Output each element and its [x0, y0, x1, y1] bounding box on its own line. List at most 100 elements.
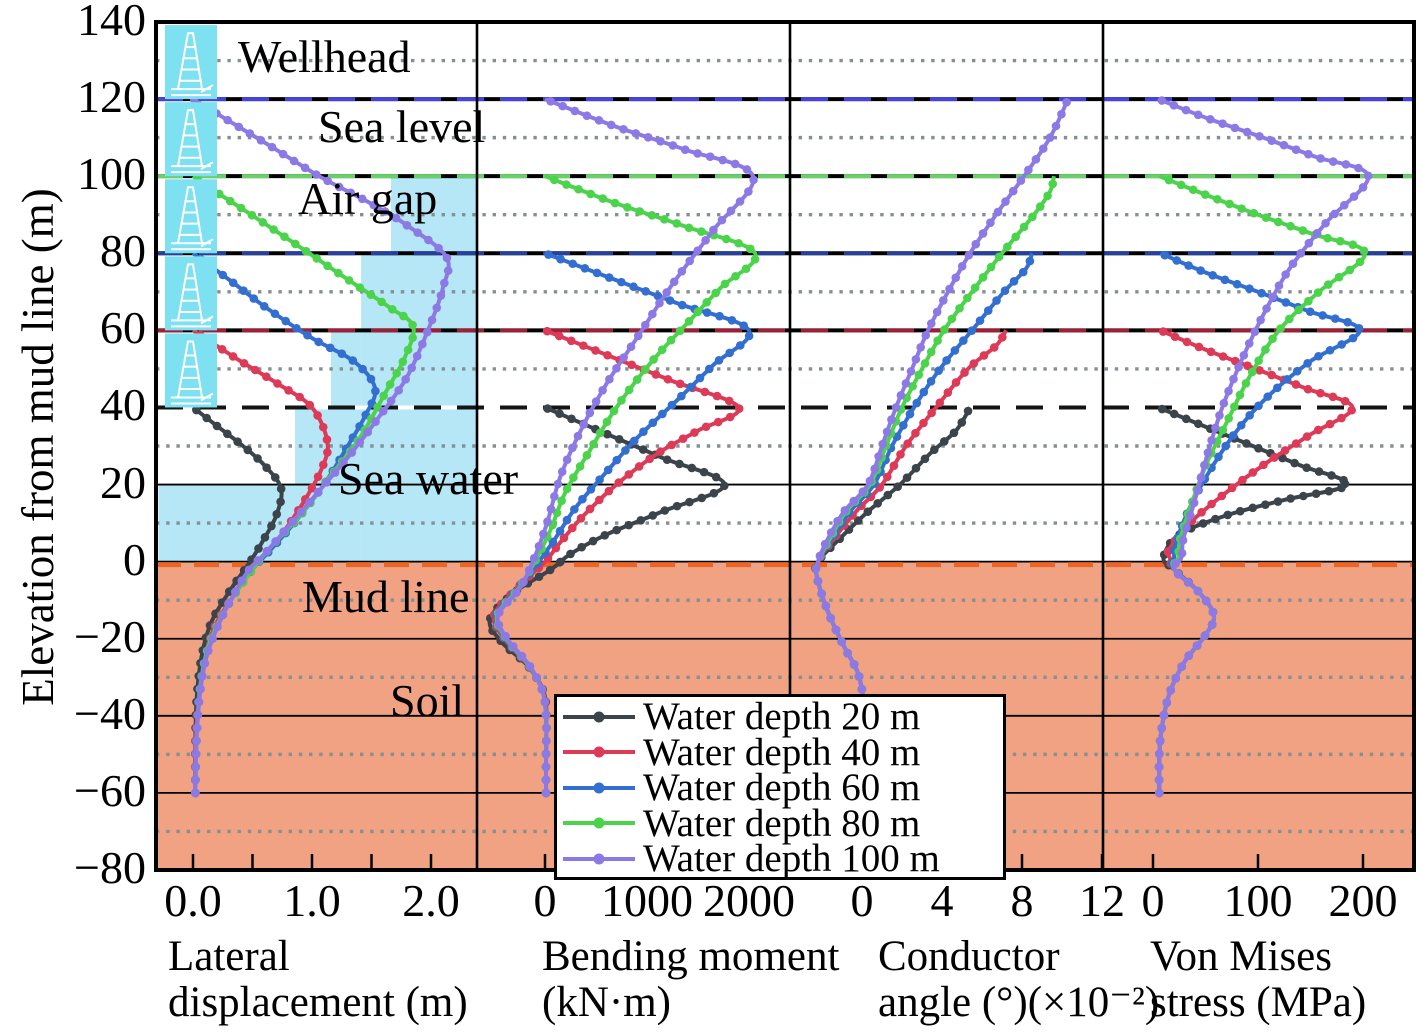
rig-icons	[165, 25, 217, 408]
annotation-air-gap: Air gap	[298, 173, 438, 224]
series-marker	[1194, 342, 1204, 352]
series-marker	[858, 487, 868, 497]
series-marker	[550, 492, 559, 501]
series-marker	[1218, 352, 1228, 361]
series-marker	[979, 351, 989, 360]
series-marker	[1157, 404, 1167, 414]
series-marker	[589, 439, 598, 449]
series-marker	[1158, 327, 1168, 336]
x-tick-label: 1000	[601, 875, 693, 926]
series-marker	[911, 463, 921, 473]
series-marker	[380, 207, 390, 216]
x-tick-label: 8	[1010, 875, 1034, 926]
series-marker	[314, 337, 323, 347]
series-marker	[815, 551, 825, 561]
y-tick-label: 0	[123, 533, 146, 585]
series-marker	[1238, 475, 1247, 485]
series-marker	[234, 122, 244, 132]
series-marker	[270, 473, 280, 482]
series-marker	[1248, 468, 1258, 477]
series-marker	[1354, 163, 1363, 173]
series-marker	[1345, 265, 1355, 275]
series-marker	[1285, 314, 1294, 324]
series-marker	[606, 120, 616, 130]
series-marker	[576, 513, 586, 523]
y-tick-label: 60	[100, 302, 146, 354]
series-marker	[289, 156, 299, 166]
series-marker	[735, 197, 745, 206]
series-marker	[1155, 788, 1164, 798]
series-marker	[517, 651, 527, 661]
series-marker	[1281, 270, 1290, 279]
series-marker	[1339, 200, 1349, 210]
series-marker	[1273, 497, 1283, 506]
series-marker	[1321, 218, 1330, 228]
legend-row: Water depth 60 m	[561, 768, 1003, 807]
series-marker	[578, 494, 587, 504]
series-marker	[212, 421, 222, 431]
series-marker	[677, 300, 687, 310]
series-marker	[711, 472, 721, 482]
series-marker	[542, 736, 551, 746]
x-tick-label: 0	[850, 875, 874, 926]
series-marker	[932, 307, 942, 317]
series-marker	[604, 273, 614, 282]
series-marker	[579, 341, 588, 350]
series-marker	[1242, 127, 1252, 137]
series-marker	[1267, 136, 1277, 145]
series-marker	[1278, 453, 1287, 463]
series-marker	[1193, 419, 1203, 429]
series-marker	[284, 385, 293, 395]
series-marker	[675, 379, 685, 389]
series-marker	[1011, 232, 1020, 242]
series-marker	[993, 207, 1003, 217]
series-marker	[668, 141, 678, 150]
series-marker	[1028, 212, 1037, 222]
series-marker	[403, 345, 413, 355]
series-marker	[1334, 272, 1344, 282]
series-marker	[598, 385, 607, 395]
series-marker	[440, 278, 449, 288]
series-marker	[641, 320, 650, 330]
series-marker	[1304, 296, 1313, 306]
series-marker	[1296, 249, 1306, 258]
series-marker	[1159, 710, 1169, 720]
series-marker	[662, 288, 672, 297]
series-marker	[273, 379, 282, 388]
series-marker	[1249, 208, 1259, 218]
series-marker	[322, 435, 332, 444]
series-marker	[1313, 288, 1323, 297]
series-marker	[1347, 405, 1356, 415]
series-marker	[1230, 123, 1240, 133]
series-marker	[714, 355, 724, 365]
series-marker	[276, 497, 285, 507]
series-marker	[256, 136, 266, 145]
series-marker	[686, 382, 695, 392]
series-marker	[893, 482, 902, 491]
series-marker	[647, 211, 657, 220]
series-marker	[258, 218, 268, 227]
series-marker	[1274, 281, 1284, 290]
series-marker	[259, 302, 269, 311]
series-marker	[629, 282, 638, 292]
series-marker	[549, 175, 559, 185]
series-marker	[651, 370, 661, 379]
series-marker	[1330, 209, 1339, 219]
y-tick-label: 140	[77, 0, 146, 45]
series-marker	[722, 234, 731, 244]
series-marker	[569, 473, 578, 482]
rig-icon	[165, 256, 217, 331]
series-marker	[705, 152, 715, 162]
series-marker	[413, 228, 422, 237]
series-marker	[592, 268, 602, 278]
series-marker	[371, 417, 380, 426]
series-marker	[1244, 339, 1254, 348]
series-marker	[1186, 510, 1195, 520]
series-marker	[916, 342, 926, 352]
series-marker	[882, 472, 892, 482]
series-marker	[678, 434, 688, 444]
series-marker	[559, 533, 569, 543]
series-marker	[1213, 194, 1222, 204]
series-marker	[1207, 620, 1217, 629]
series-marker	[1193, 586, 1203, 596]
